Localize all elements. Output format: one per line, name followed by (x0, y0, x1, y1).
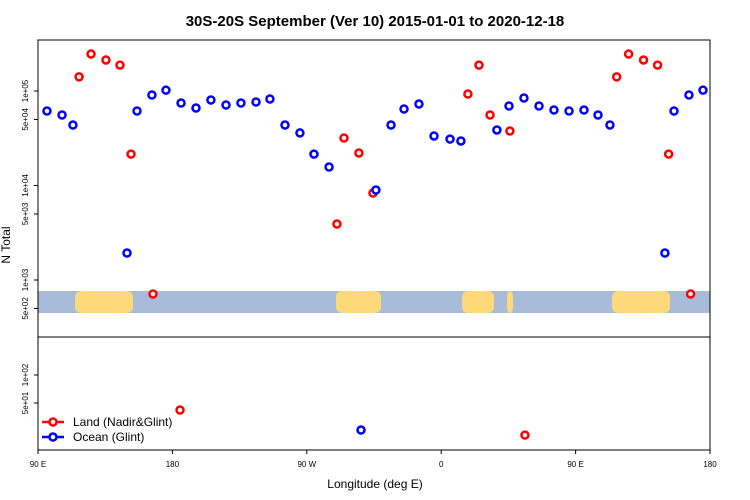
y-tick-label: 5e+04 (21, 108, 30, 131)
ocean-point (265, 94, 275, 104)
x-tick-label: 0 (439, 460, 444, 469)
land-point (339, 133, 349, 143)
ocean-point (161, 85, 171, 95)
ocean-point (147, 90, 157, 100)
ocean-marker-icon (48, 432, 58, 442)
ocean-point (221, 100, 231, 110)
land-point (505, 126, 515, 136)
y-tick-label: 1e+04 (21, 174, 30, 197)
ocean-point (309, 149, 319, 159)
y-tick-label: 5e+01 (21, 391, 30, 414)
ocean-point (295, 128, 305, 138)
land-patch (612, 291, 670, 313)
ocean-point (57, 110, 67, 120)
land-point (463, 89, 473, 99)
ocean-point (176, 98, 186, 108)
land-point (354, 148, 364, 158)
legend: Land (Nadir&Glint) Ocean (Glint) (42, 415, 172, 444)
land-point (611, 72, 622, 82)
legend-item-ocean: Ocean (Glint) (42, 430, 144, 444)
land-patch (462, 291, 494, 313)
ocean-point (549, 105, 559, 115)
x-tick-label: 90 E (567, 460, 583, 469)
land-point (623, 49, 634, 59)
y-tick-label: 5e+02 (21, 297, 30, 320)
land-patch (507, 291, 513, 313)
ocean-point (122, 248, 132, 258)
y-tick-label: 1e+03 (21, 268, 30, 291)
land-point (74, 72, 84, 82)
land-point (115, 60, 125, 70)
legend-label-land: Land (Nadir&Glint) (73, 415, 172, 429)
land-point (663, 149, 674, 159)
legend-item-land: Land (Nadir&Glint) (42, 415, 172, 429)
ocean-point (456, 136, 466, 146)
land-marker-icon (48, 417, 58, 427)
ocean-point (564, 106, 574, 116)
chart-title: 30S-20S September (Ver 10) 2015-01-01 to… (186, 13, 565, 30)
ocean-point (684, 90, 694, 100)
ocean-point (492, 125, 502, 135)
land-point (175, 405, 185, 415)
ocean-point (579, 105, 589, 115)
legend-label-ocean: Ocean (Glint) (73, 430, 144, 444)
ocean-point (669, 106, 679, 116)
land-point (520, 430, 530, 440)
ocean-point (698, 85, 708, 95)
land-ocean-map-strip (38, 291, 710, 313)
land-point (652, 60, 663, 70)
land-point (474, 60, 484, 70)
ocean-point (356, 425, 366, 435)
land-point (685, 289, 696, 299)
x-tick-label: 90 W (297, 460, 316, 469)
land-point (126, 149, 136, 159)
ocean-point (371, 185, 381, 195)
ocean-point (519, 93, 529, 103)
y-tick-label: 1e+02 (21, 363, 30, 386)
ocean-point (324, 162, 334, 172)
ocean-point (399, 104, 409, 114)
land-point (638, 55, 649, 65)
land-point (485, 110, 495, 120)
x-tick-label: 90 E (30, 460, 46, 469)
x-axis-label: Longitude (deg E) (327, 477, 422, 491)
x-tick-label: 180 (703, 460, 717, 469)
ocean-point (605, 120, 615, 130)
ocean-point (504, 101, 514, 111)
y-axis-label: N Total (0, 226, 13, 263)
ocean-point (660, 248, 670, 258)
plot-frame (37, 39, 711, 451)
ocean-point (191, 103, 201, 113)
x-tick-label: 180 (166, 460, 180, 469)
ocean-point (534, 101, 544, 111)
ocean-point (42, 106, 52, 116)
land-patch (336, 291, 381, 313)
ocean-point (593, 110, 603, 120)
land-point (332, 219, 342, 229)
ocean-point (445, 134, 455, 144)
ocean-point (68, 120, 78, 130)
ocean-point (429, 131, 439, 141)
ocean-point (386, 120, 396, 130)
ocean-point (280, 120, 290, 130)
ocean-point (251, 97, 261, 107)
ocean-point (414, 99, 424, 109)
ocean-point (206, 95, 216, 105)
y-tick-label: 5e+03 (21, 202, 30, 225)
ocean-point (236, 98, 246, 108)
ocean-point (132, 106, 142, 116)
land-point (101, 55, 111, 65)
land-point (148, 289, 158, 299)
land-patch (75, 291, 133, 313)
land-point (86, 49, 96, 59)
y-tick-label: 1e+05 (21, 79, 30, 102)
